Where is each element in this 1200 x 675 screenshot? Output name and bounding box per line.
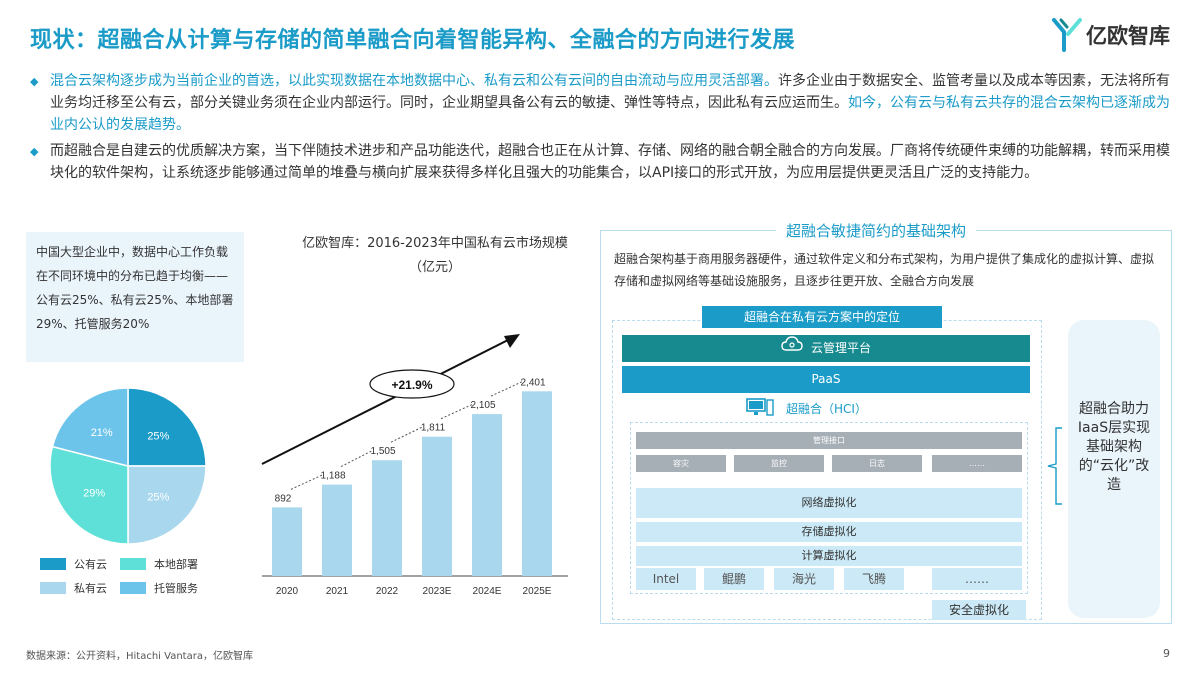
pie-slice [127,387,207,467]
bar-value-label: 2,401 [520,377,545,388]
bullet-item: ◆ 而超融合是自建云的优质解决方案，当下伴随技术进步和产品功能迭代，超融合也正在… [30,140,1175,184]
bar [372,460,402,576]
sub-module: 监控 [734,455,824,472]
diamond-icon: ◆ [30,145,39,158]
pie-slice [51,387,129,467]
sub-module: 容灾 [636,455,726,472]
security-virtualization: 安全虚拟化 [932,600,1026,620]
logo-text: 亿欧智库 [1086,24,1170,48]
legend-label: 私有云 [74,582,107,595]
x-tick-label: 2020 [276,586,299,597]
bullet-list: ◆ 混合云架构逐步成为当前企业的首选，以此实现数据在本地数据中心、私有云和公有云… [30,70,1175,188]
legend-swatch [40,558,66,570]
legend-swatch [40,582,66,594]
x-tick-label: 2021 [326,586,349,597]
architecture-description: 超融合架构基于商用服务器硬件，通过软件定义和分布式架构，为用户提供了集成化的虚拟… [614,252,1155,288]
legend-label: 托管服务 [154,582,198,595]
pie-slice-label: 29% [83,487,105,499]
position-label: 超融合在私有云方案中的定位 [702,306,942,328]
x-tick-label: 2023E [423,586,452,597]
paas-layer: PaaS [622,366,1030,393]
architecture-title: 超融合敏捷简约的基础架构 [776,220,977,241]
bar [322,484,352,576]
trend-connector [340,449,374,468]
bullet-highlight: 混合云架构逐步成为当前企业的首选，以此实现数据在本地数据中心、私有云和公有云间的… [50,73,778,89]
chart-title: 亿欧智库：2016-2023年中国私有云市场规模（亿元） [302,236,568,275]
vendor-chip: 飞腾 [844,568,904,590]
bar-value-label: 892 [275,493,292,504]
logo-icon [1052,18,1082,52]
compute-virtualization: 计算虚拟化 [636,546,1022,566]
bar-value-label: 1,188 [320,471,345,482]
vendor-chip: Intel [636,568,696,590]
bracket-arrow-icon [1047,427,1062,505]
legend-label: 本地部署 [154,558,198,571]
bullet-item: ◆ 混合云架构逐步成为当前企业的首选，以此实现数据在本地数据中心、私有云和公有云… [30,70,1175,136]
bar-value-label: 1,811 [421,423,446,434]
vendor-chip: 鲲鹏 [704,568,764,590]
hci-row: 超融合（HCI） [746,398,867,419]
diamond-icon: ◆ [30,75,39,88]
legend-item: 私有云 [40,580,107,596]
bar-value-label: 1,505 [370,446,395,457]
x-tick-label: 2022 [376,586,399,597]
legend-swatch [120,558,146,570]
sub-module: …… [932,455,1022,472]
trend-connector [440,403,474,420]
management-interface: 管理接口 [636,432,1022,449]
legend-swatch [120,582,146,594]
cagr-ellipse [369,369,455,399]
pie-slice-label: 25% [147,491,169,503]
sub-module: 日志 [832,455,922,472]
side-note: 超融合助力IaaS层实现基础架构的“云化”改造 [1068,320,1160,618]
cloud-management-layer: 云管理平台 [622,335,1030,362]
hci-frame [630,422,1028,594]
bar-chart: 892 2020 1,188 2021 1,505 2022 1,811 2023E 2,105… [250,300,580,600]
pie-chart: 25% 25% 29% 21% [48,386,208,546]
pie-slice-label: 25% [147,431,169,443]
bar [522,391,552,576]
hci-label: 超融合（HCI） [786,402,867,416]
vendor-chip: …… [932,568,1022,590]
monitor-icon [746,398,774,419]
note-box: 中国大型企业中，数据中心工作负载在不同环境中的分布已趋于均衡——公有云25%、私… [26,232,244,362]
bar [472,414,502,576]
vendor-chip: 海光 [774,568,834,590]
cloud-management-label: 云管理平台 [810,341,871,355]
pie-slice [127,465,207,545]
bullet-highlight: 如今，公有云与私有云共存的混合云架构已逐渐成为业内公认的发展趋势。 [50,95,1170,133]
bullet-text: 而超融合是自建云的优质解决方案，当下伴随技术进步和产品功能迭代，超融合也正在从计… [50,143,1170,181]
bar-svg: 892 2020 1,188 2021 1,505 2022 1,811 2023E 2,105… [261,334,568,597]
trend-connector [290,474,324,490]
pie-svg: 25% 25% 29% 21% [49,387,207,545]
network-virtualization: 网络虚拟化 [636,488,1022,518]
pie-slice [49,445,129,545]
logo: 亿欧智库 [1052,18,1170,52]
bullet-text: 许多企业由于数据安全、监管考量以及成本等因素，无法将所有业务均迁移至公有云，部分… [50,73,1170,111]
page-title: 现状：超融合从计算与存储的简单融合向着智能异构、全融合的方向进行发展 [30,28,796,53]
bar [422,436,452,576]
cagr-label: +21.9% [391,378,432,392]
growth-arrow [261,337,513,465]
page-number: 9 [1163,647,1170,660]
x-tick-label: 2024E [473,586,502,597]
source-note: 数据来源：公开资料，Hitachi Vantara，亿欧智库 [26,651,253,662]
cloud-icon [781,335,803,362]
trend-connector [390,426,424,443]
legend-item: 本地部署 [120,556,198,572]
pie-slice-label: 21% [91,427,113,439]
legend-item: 托管服务 [120,580,198,596]
bar-value-label: 2,105 [470,400,495,411]
x-tick-label: 2025E [523,586,552,597]
legend-label: 公有云 [74,558,107,571]
legend-item: 公有云 [40,556,107,572]
storage-virtualization: 存储虚拟化 [636,522,1022,542]
trend-connector [490,380,524,397]
bar [272,507,302,576]
arrow-head [504,334,520,348]
